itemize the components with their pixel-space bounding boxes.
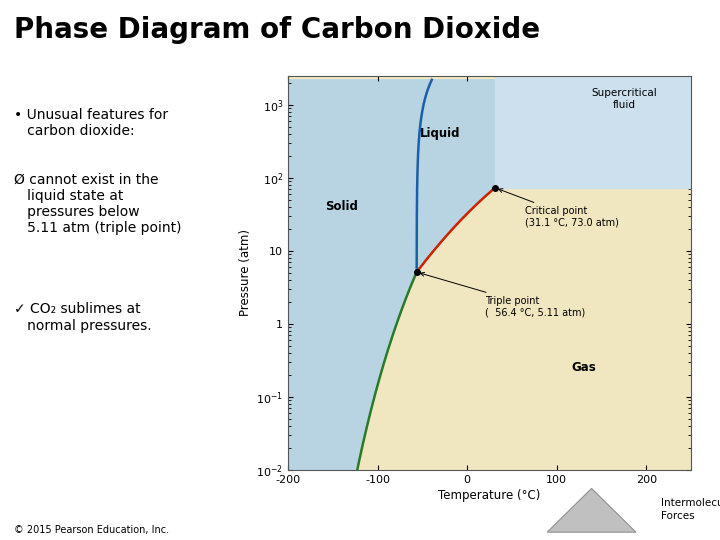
X-axis label: Temperature (°C): Temperature (°C) <box>438 489 541 502</box>
Polygon shape <box>288 80 432 540</box>
Text: Critical point
(31.1 °C, 73.0 atm): Critical point (31.1 °C, 73.0 atm) <box>499 188 619 228</box>
Polygon shape <box>495 76 691 188</box>
Text: • Unusual features for
   carbon dioxide:: • Unusual features for carbon dioxide: <box>14 108 168 138</box>
Text: Phase Diagram of Carbon Dioxide: Phase Diagram of Carbon Dioxide <box>14 16 541 44</box>
Text: Triple point
(  56.4 °C, 5.11 atm): Triple point ( 56.4 °C, 5.11 atm) <box>420 272 585 318</box>
Y-axis label: Pressure (atm): Pressure (atm) <box>239 229 252 316</box>
Text: Liquid: Liquid <box>420 127 461 140</box>
Text: © 2015 Pearson Education, Inc.: © 2015 Pearson Education, Inc. <box>14 524 169 535</box>
Text: Supercritical
fluid: Supercritical fluid <box>591 88 657 110</box>
Text: Gas: Gas <box>571 361 596 374</box>
Polygon shape <box>417 76 691 272</box>
Text: Ø cannot exist in the
   liquid state at
   pressures below
   5.11 atm (triple : Ø cannot exist in the liquid state at pr… <box>14 173 182 235</box>
Polygon shape <box>547 488 636 532</box>
Text: ✓ CO₂ sublimes at
   normal pressures.: ✓ CO₂ sublimes at normal pressures. <box>14 302 152 333</box>
Text: Solid: Solid <box>325 200 358 213</box>
Text: Intermolecular
Forces: Intermolecular Forces <box>661 498 720 521</box>
